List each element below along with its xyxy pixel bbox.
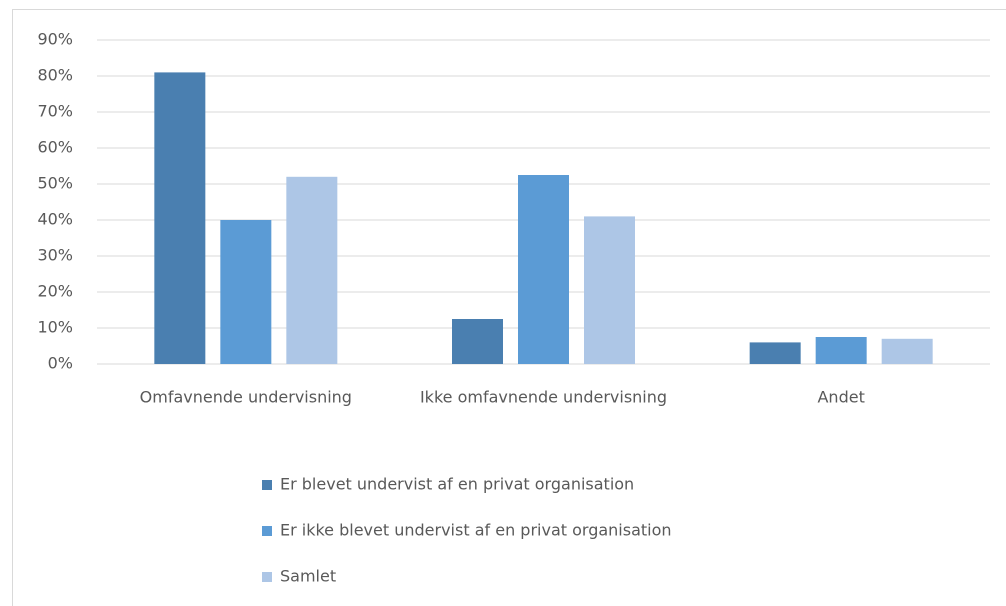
bar: [815, 337, 867, 364]
y-tick-label: 0%: [48, 354, 73, 373]
y-tick-label: 20%: [37, 282, 73, 301]
x-tick-label: Andet: [817, 388, 864, 407]
legend-swatch: [262, 572, 272, 582]
x-tick-label: Ikke omfavnende undervisning: [420, 388, 667, 407]
bar: [286, 176, 338, 364]
bar: [881, 338, 933, 364]
legend-swatch: [262, 480, 272, 490]
bar: [584, 216, 635, 364]
y-tick-label: 50%: [37, 174, 73, 193]
y-tick-label: 90%: [37, 30, 73, 49]
y-tick-label: 40%: [37, 210, 73, 229]
x-tick-label: Omfavnende undervisning: [140, 388, 352, 407]
legend-label: Er blevet undervist af en privat organis…: [280, 475, 634, 494]
y-tick-label: 10%: [37, 318, 73, 337]
bar: [749, 342, 801, 364]
y-tick-label: 80%: [37, 66, 73, 85]
bar: [154, 72, 206, 365]
bar: [220, 220, 272, 364]
y-tick-label: 30%: [37, 246, 73, 265]
legend-swatch: [262, 526, 272, 536]
bar: [452, 319, 503, 364]
bar: [518, 175, 569, 364]
y-tick-label: 70%: [37, 102, 73, 121]
legend-label: Samlet: [280, 567, 336, 586]
legend-label: Er ikke blevet undervist af en privat or…: [280, 521, 672, 540]
y-tick-label: 60%: [37, 138, 73, 157]
